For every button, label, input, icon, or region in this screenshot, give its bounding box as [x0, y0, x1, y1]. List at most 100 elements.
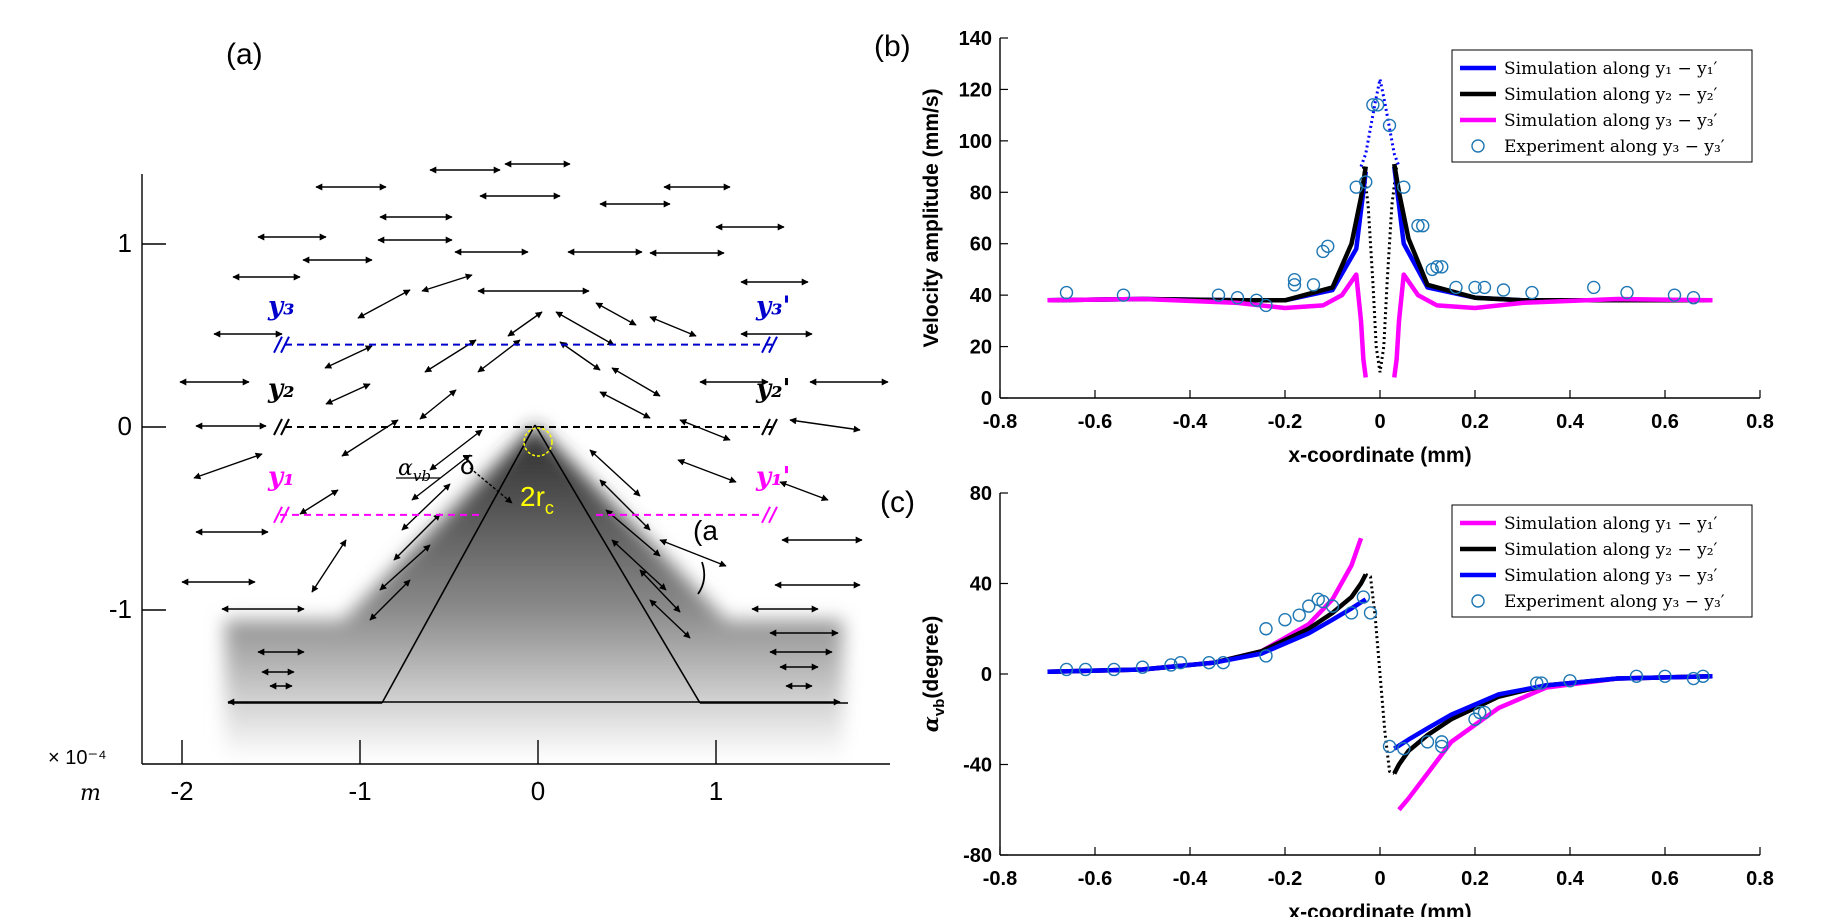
experiment-point — [1525, 285, 1539, 300]
series-line — [1047, 597, 1367, 674]
experiment-point — [1356, 590, 1371, 604]
panel-c: (c) -0.8 -0.6 -0.4 -0.2 0 0.2 0.4 0.6 0.8 -80 -40 0… — [880, 483, 1774, 917]
experiment-point — [1321, 239, 1335, 253]
experiment-point — [1359, 175, 1373, 189]
ref-label-left: y₂ — [267, 374, 295, 404]
y-tick-label: 20 — [970, 337, 992, 359]
experiment-point — [1164, 658, 1178, 672]
panel-a: (a) 1 0 -1 -2 -1 0 1 × 10⁻⁴ m y₁ y₁' y₂ y₂' y₃ y₃' — [48, 38, 890, 806]
series-line — [1393, 674, 1713, 751]
x-axis-label: x-coordinate (mm) — [1288, 444, 1471, 467]
legend-label: Simulation along y₂ − y₂′ — [1504, 85, 1718, 105]
legend-label: Simulation along y₂ − y₂′ — [1504, 540, 1718, 560]
vector-arrow — [595, 302, 637, 326]
legend-label: Simulation along y₁ − y₁′ — [1504, 59, 1718, 79]
dotted-center-curve — [1361, 166, 1399, 373]
vector-arrow — [311, 539, 347, 593]
experiment-point — [1629, 669, 1644, 683]
series-line — [1047, 272, 1368, 378]
x-tick-label: -0.2 — [1268, 411, 1302, 433]
x-tick-label: -0.2 — [1268, 868, 1302, 890]
legend-swatch — [1471, 139, 1485, 153]
dotted-center-curve — [1365, 573, 1395, 775]
experiment-point — [1287, 273, 1302, 287]
experiment-point — [1216, 655, 1230, 670]
experiment-point — [1667, 288, 1682, 302]
series-line — [1392, 163, 1713, 303]
experiment-point — [1420, 735, 1435, 749]
experiment-point — [1397, 741, 1411, 756]
x-tick-label: 0.2 — [1461, 868, 1489, 890]
y-tick-label: 80 — [970, 483, 992, 505]
vector-arrow — [357, 289, 411, 319]
legend-box — [1451, 49, 1753, 163]
experiment-point — [1382, 118, 1397, 133]
unit-label: m — [80, 781, 101, 806]
experiment-point — [1620, 285, 1634, 300]
x-tick-label: -0.8 — [983, 868, 1017, 890]
vector-arrow — [599, 391, 651, 419]
experiment-point — [1397, 180, 1411, 194]
experiment-point — [1259, 649, 1273, 663]
tip-radius-label: 2rc — [520, 481, 554, 518]
vector-arrow — [325, 383, 371, 405]
experiment-point — [1563, 674, 1577, 688]
legend-label: Simulation along y₃ − y₃′ — [1504, 111, 1718, 131]
panel-a-axes: 1 0 -1 -2 -1 0 1 × 10⁻⁴ m — [48, 174, 890, 806]
y-tick-label: 40 — [970, 574, 992, 596]
experiment-point — [1477, 705, 1492, 720]
angle-label: αvb — [398, 456, 431, 485]
panel-label-b: (b) — [874, 30, 911, 63]
experiment-point — [1287, 278, 1302, 292]
vector-arrow — [421, 273, 473, 293]
series-line — [1392, 166, 1713, 303]
vector-arrow — [679, 419, 731, 441]
series-line — [1392, 272, 1713, 378]
vector-arrow — [369, 579, 411, 621]
vector-arrow — [659, 539, 727, 567]
experiment-point — [1587, 280, 1601, 295]
experiment-point — [1325, 599, 1340, 613]
vector-arrow — [507, 311, 543, 337]
y-tick-label: 120 — [959, 79, 992, 101]
legend-label: Experiment along y₃ − y₃′ — [1504, 137, 1725, 157]
y-tick-label: 60 — [970, 234, 992, 256]
x-tick-label: 0.8 — [1746, 868, 1774, 890]
x-tick-label: 0.6 — [1651, 868, 1679, 890]
legend-label: Experiment along y₃ − y₃′ — [1504, 592, 1725, 612]
experiment-point — [1534, 676, 1549, 690]
a-xtick-label: 1 — [709, 776, 723, 806]
a-xtick-label: -1 — [348, 776, 371, 806]
experiment-point — [1658, 669, 1672, 683]
experiment-point — [1259, 298, 1273, 313]
vector-arrow — [649, 316, 697, 337]
a-ytick-label: -1 — [109, 594, 132, 624]
experiment-point — [1468, 280, 1482, 295]
experiment-point — [1107, 662, 1121, 677]
y-tick-label: 0 — [981, 664, 992, 686]
experiment-point — [1302, 599, 1316, 613]
experiment-point — [1435, 260, 1449, 274]
x-tick-label: -0.6 — [1078, 411, 1112, 433]
experiment-point — [1316, 244, 1330, 259]
panel-label-a: (a) — [226, 38, 263, 71]
y-tick-label: -40 — [963, 755, 992, 777]
experiment-point — [1477, 280, 1492, 295]
y-tick-label: 100 — [959, 131, 992, 153]
experiment-point — [1530, 676, 1544, 690]
experiment-point — [1135, 660, 1150, 674]
x-tick-label: -0.4 — [1173, 868, 1208, 890]
ref-label-right: y₂' — [755, 374, 790, 404]
x-tick-label: -0.8 — [983, 411, 1017, 433]
experiment-point — [1344, 606, 1359, 620]
y-tick-label: 0 — [981, 388, 992, 410]
x-tick-label: 0 — [1374, 868, 1385, 890]
tip-annotations: 2rc δ αvb (a — [396, 427, 718, 595]
a-xtick-label: 0 — [531, 776, 545, 806]
a-ytick-label: 0 — [118, 411, 132, 441]
x-tick-label: -0.6 — [1078, 868, 1112, 890]
vector-arrow — [677, 458, 737, 484]
x-tick-label: 0.2 — [1461, 411, 1489, 433]
legend: Simulation along y₁ − y₁′ Simulation alon… — [1451, 49, 1753, 163]
